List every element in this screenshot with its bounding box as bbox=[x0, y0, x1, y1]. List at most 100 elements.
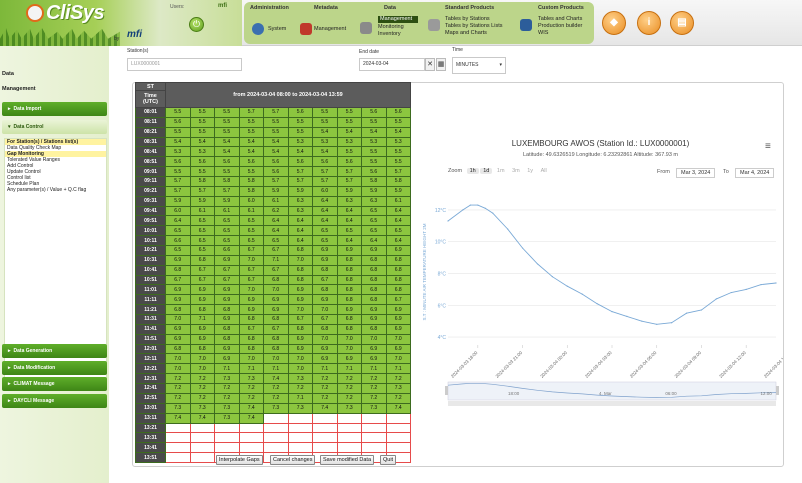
value-cell[interactable]: 6.4 bbox=[312, 205, 338, 217]
clear-date-icon[interactable]: ✕ bbox=[425, 58, 435, 71]
value-cell[interactable]: 6.9 bbox=[189, 333, 215, 345]
value-cell[interactable]: 7.2 bbox=[263, 392, 289, 404]
data-point[interactable] bbox=[596, 303, 598, 305]
data-point[interactable] bbox=[760, 284, 762, 286]
value-cell[interactable]: 6.9 bbox=[336, 304, 362, 316]
value-cell[interactable]: 6.5 bbox=[312, 225, 338, 237]
value-cell[interactable]: 5.4 bbox=[165, 136, 191, 148]
menu-item-wis[interactable]: WIS bbox=[538, 30, 549, 36]
data-point[interactable] bbox=[730, 291, 732, 294]
value-cell[interactable]: 5.5 bbox=[238, 116, 264, 128]
value-cell[interactable]: 6.9 bbox=[385, 343, 411, 355]
value-cell[interactable]: 7.2 bbox=[238, 383, 264, 394]
value-cell[interactable]: 6.9 bbox=[214, 343, 240, 355]
value-cell[interactable]: 6.5 bbox=[165, 225, 191, 237]
value-cell[interactable]: 6.4 bbox=[336, 215, 362, 227]
value-cell[interactable]: 6.8 bbox=[385, 274, 411, 286]
value-cell[interactable]: 5.4 bbox=[238, 146, 264, 158]
value-cell[interactable]: 5.5 bbox=[214, 126, 240, 138]
value-cell[interactable]: 5.3 bbox=[336, 136, 362, 148]
value-cell[interactable]: 5.3 bbox=[361, 136, 387, 148]
value-cell[interactable]: 7.3 bbox=[214, 373, 240, 385]
value-cell[interactable]: 6.7 bbox=[189, 264, 215, 276]
value-cell[interactable]: 7.0 bbox=[287, 254, 313, 266]
value-cell[interactable]: 6.7 bbox=[165, 274, 191, 286]
value-cell[interactable]: 5.5 bbox=[361, 116, 387, 128]
menu-item-metadata-management[interactable]: Management bbox=[314, 26, 347, 32]
from-date-input[interactable]: Mar 3, 2024 bbox=[676, 168, 716, 178]
value-cell[interactable]: 6.4 bbox=[336, 205, 362, 217]
value-cell[interactable]: 5.4 bbox=[263, 146, 289, 158]
value-cell[interactable]: 6.8 bbox=[312, 264, 338, 276]
missing-value-cell[interactable] bbox=[336, 422, 362, 434]
missing-value-cell[interactable] bbox=[336, 442, 362, 454]
value-cell[interactable]: 7.0 bbox=[189, 363, 215, 375]
value-cell[interactable]: 5.5 bbox=[189, 116, 215, 128]
value-cell[interactable]: 6.9 bbox=[312, 343, 338, 355]
value-cell[interactable]: 5.5 bbox=[361, 156, 387, 168]
value-cell[interactable]: 7.4 bbox=[238, 412, 264, 424]
value-cell[interactable]: 6.5 bbox=[238, 225, 264, 237]
value-cell[interactable]: 6.7 bbox=[238, 274, 264, 286]
value-cell[interactable]: 5.6 bbox=[312, 156, 338, 168]
value-cell[interactable]: 6.8 bbox=[361, 254, 387, 266]
value-cell[interactable]: 6.2 bbox=[263, 205, 289, 217]
value-cell[interactable]: 5.3 bbox=[165, 146, 191, 158]
sidebar-item-any-parameter[interactable]: Any parameter(s) / Value + Q.C flag bbox=[7, 187, 87, 193]
value-cell[interactable]: 6.5 bbox=[361, 225, 387, 237]
missing-value-cell[interactable] bbox=[385, 442, 411, 454]
value-cell[interactable]: 6.9 bbox=[312, 353, 338, 365]
missing-value-cell[interactable] bbox=[238, 442, 264, 454]
value-cell[interactable]: 6.9 bbox=[165, 254, 191, 266]
missing-value-cell[interactable] bbox=[165, 422, 191, 434]
value-cell[interactable]: 6.9 bbox=[214, 314, 240, 325]
value-cell[interactable]: 7.3 bbox=[214, 412, 240, 424]
value-cell[interactable]: 5.6 bbox=[361, 107, 387, 118]
missing-value-cell[interactable] bbox=[214, 432, 240, 444]
value-cell[interactable]: 6.8 bbox=[312, 284, 338, 296]
value-cell[interactable]: 6.4 bbox=[287, 215, 313, 227]
value-cell[interactable]: 6.4 bbox=[385, 215, 411, 227]
value-cell[interactable]: 6.4 bbox=[263, 225, 289, 237]
missing-value-cell[interactable] bbox=[238, 432, 264, 444]
zoom-1y-button[interactable]: 1y bbox=[527, 168, 534, 174]
value-cell[interactable]: 5.4 bbox=[238, 136, 264, 148]
value-cell[interactable]: 6.7 bbox=[312, 314, 338, 325]
series-line[interactable] bbox=[447, 204, 777, 325]
value-cell[interactable]: 7.4 bbox=[189, 412, 215, 424]
to-date-input[interactable]: Mar 4, 2024 bbox=[735, 168, 775, 178]
value-cell[interactable]: 6.4 bbox=[312, 215, 338, 227]
value-cell[interactable]: 5.7 bbox=[165, 176, 191, 187]
value-cell[interactable]: 6.9 bbox=[165, 294, 191, 306]
value-cell[interactable]: 6.9 bbox=[263, 294, 289, 306]
menu-item-system[interactable]: System bbox=[268, 26, 287, 32]
value-cell[interactable]: 7.2 bbox=[336, 373, 362, 385]
menu-item-tables-by-stations-lists[interactable]: Tables by Stations Lists bbox=[445, 23, 503, 29]
value-cell[interactable]: 5.4 bbox=[336, 126, 362, 138]
missing-value-cell[interactable] bbox=[238, 422, 264, 434]
document-icon[interactable]: ▤ bbox=[670, 11, 694, 35]
value-cell[interactable]: 6.5 bbox=[361, 205, 387, 217]
value-cell[interactable]: 5.9 bbox=[336, 185, 362, 197]
value-cell[interactable]: 5.3 bbox=[312, 136, 338, 148]
missing-value-cell[interactable] bbox=[312, 412, 338, 424]
value-cell[interactable]: 6.4 bbox=[385, 235, 411, 247]
value-cell[interactable]: 6.4 bbox=[263, 215, 289, 227]
missing-value-cell[interactable] bbox=[287, 432, 313, 444]
value-cell[interactable]: 6.9 bbox=[312, 254, 338, 266]
sidebar-item-control-list[interactable]: Control list bbox=[7, 175, 31, 181]
value-cell[interactable]: 5.3 bbox=[385, 136, 411, 148]
value-cell[interactable]: 6.1 bbox=[189, 205, 215, 217]
missing-value-cell[interactable] bbox=[385, 412, 411, 424]
missing-value-cell[interactable] bbox=[361, 432, 387, 444]
value-cell[interactable]: 5.4 bbox=[287, 146, 313, 158]
value-cell[interactable]: 6.8 bbox=[263, 333, 289, 345]
value-cell[interactable]: 6.8 bbox=[336, 254, 362, 266]
value-cell[interactable]: 7.4 bbox=[385, 402, 411, 414]
value-cell[interactable]: 7.0 bbox=[385, 353, 411, 365]
missing-value-cell[interactable] bbox=[165, 432, 191, 444]
menu-item-tables-and-charts[interactable]: Tables and Charts bbox=[538, 16, 583, 22]
calendar-icon[interactable]: ▦ bbox=[436, 58, 446, 71]
value-cell[interactable]: 6.3 bbox=[287, 205, 313, 217]
value-cell[interactable]: 7.2 bbox=[312, 373, 338, 385]
